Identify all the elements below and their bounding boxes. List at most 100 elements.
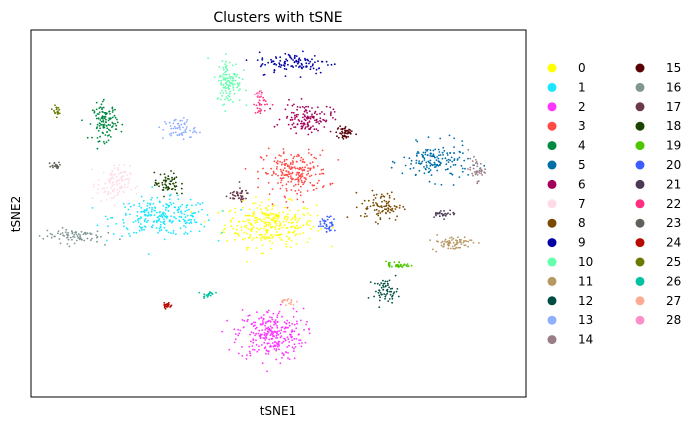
legend-item-11: 11 [547,274,593,288]
point [285,240,288,243]
point [426,148,429,151]
point [257,332,260,335]
point [245,189,247,192]
point [254,334,256,337]
point [385,205,387,208]
point [203,225,206,228]
point [101,108,103,111]
point [120,178,123,181]
point [308,175,311,178]
point [174,188,177,191]
point [279,336,282,339]
point [195,221,198,224]
point [199,131,201,134]
point [168,198,171,201]
point [389,208,392,211]
point [435,214,437,217]
point [432,153,435,156]
point [221,231,223,234]
point [366,206,369,208]
point [288,324,291,327]
point [273,69,276,72]
point [435,159,438,162]
point [66,236,68,239]
point [289,333,291,336]
point [258,51,261,54]
point [58,108,61,111]
point [285,245,288,248]
point [181,134,184,137]
point [273,348,276,350]
point [95,117,98,120]
point [164,183,167,186]
point [309,68,312,71]
point [439,210,442,212]
point [275,349,277,352]
point [263,237,265,240]
point [112,190,115,193]
legend-label: 14 [578,333,593,347]
point [300,122,302,125]
legend-marker [547,315,557,325]
point [253,349,256,351]
point [152,224,154,227]
point [172,232,175,235]
legend-item-4: 4 [547,139,586,153]
point [271,318,274,321]
point [379,212,382,214]
point [259,65,262,68]
point [324,220,326,223]
legend-label: 7 [578,197,586,211]
point [341,130,343,133]
point [386,202,388,205]
point [286,235,288,238]
point [267,214,270,217]
point [279,66,282,68]
point [80,230,83,233]
point [287,181,290,183]
point [234,207,237,210]
point [157,216,160,218]
point [228,81,231,83]
point [272,172,275,175]
point [242,220,245,223]
point [259,335,262,337]
point [133,204,135,207]
point [264,103,266,106]
point [306,190,309,192]
point [141,210,143,213]
point [167,175,170,178]
point [388,217,391,220]
point [408,157,411,160]
point [96,113,99,115]
point [261,362,264,365]
point [48,162,51,165]
point [110,217,112,219]
point [296,224,298,227]
point [185,204,188,207]
point [273,71,275,74]
point [329,225,331,228]
point [273,323,275,326]
point [232,101,234,103]
point [310,228,312,230]
point [295,65,297,67]
point [273,160,276,163]
point [304,57,306,60]
point [122,221,125,224]
cluster-5-points [390,134,486,186]
point [312,165,315,168]
point [440,241,443,244]
point [172,182,175,185]
point [230,219,232,222]
point [280,335,283,337]
point [458,176,461,179]
x-axis-label: tSNE1 [260,404,297,418]
point [341,136,344,139]
point [319,173,321,176]
point [409,167,412,170]
point [275,161,278,164]
point [164,181,167,183]
point [255,196,257,198]
point [378,210,380,212]
